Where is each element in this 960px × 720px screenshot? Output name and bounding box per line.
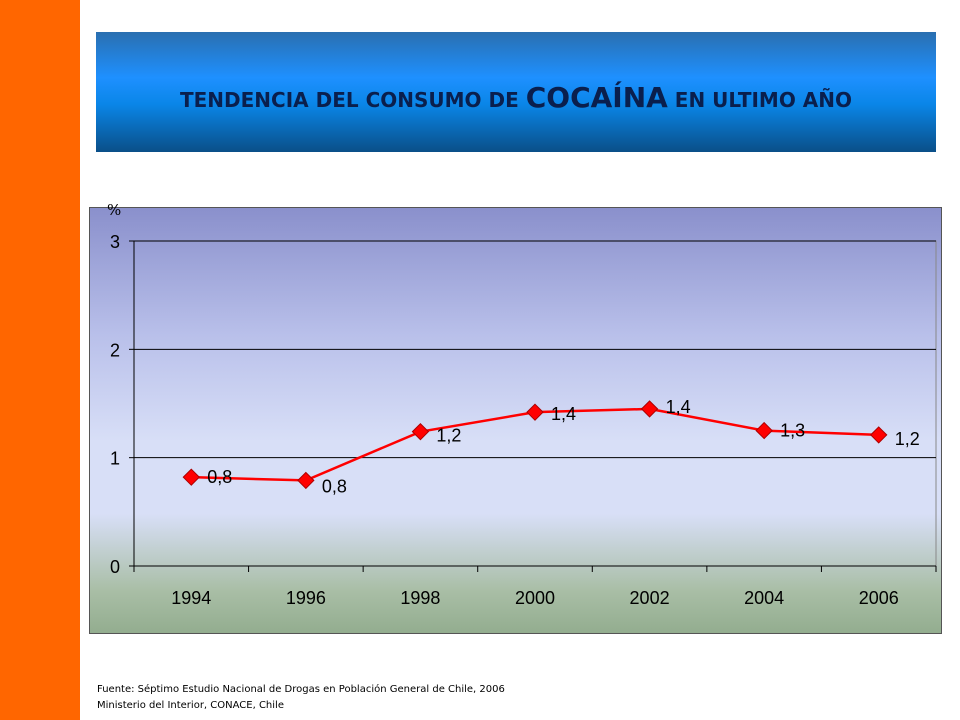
data-label: 1,3 (780, 421, 805, 441)
title-part-2: COCAÍNA (525, 80, 668, 114)
x-tick-label: 1996 (286, 588, 326, 608)
source-line-1: Fuente: Séptimo Estudio Nacional de Drog… (97, 684, 505, 695)
title-banner: TENDENCIA DEL CONSUMO DE COCAÍNA EN ULTI… (96, 32, 936, 152)
x-tick-label: 1998 (400, 588, 440, 608)
y-axis-unit-label: % (107, 201, 122, 219)
data-point-marker (182, 468, 200, 486)
x-tick-label: 2000 (515, 588, 555, 608)
data-point-marker (526, 403, 544, 421)
page-title: TENDENCIA DEL CONSUMO DE COCAÍNA EN ULTI… (180, 81, 852, 114)
title-part-1: TENDENCIA DEL CONSUMO DE (180, 87, 526, 112)
source-line-2: Ministerio del Interior, CONACE, Chile (97, 700, 284, 711)
data-label: 0,8 (207, 467, 232, 487)
x-tick-label: 2002 (630, 588, 670, 608)
y-tick-label: 3 (110, 232, 120, 252)
data-label: 1,4 (551, 404, 576, 424)
data-point-marker (640, 400, 659, 418)
data-label: 1,4 (666, 397, 691, 417)
data-point-marker (411, 422, 430, 441)
x-tick-label: 2004 (744, 588, 784, 608)
side-accent-bar (0, 0, 80, 720)
x-tick-label: 1994 (171, 588, 211, 608)
y-tick-label: 2 (110, 340, 120, 360)
x-tick-label: 2006 (859, 588, 899, 608)
y-tick-label: 1 (110, 449, 120, 469)
y-tick-label: 0 (110, 557, 120, 577)
data-label: 1,2 (436, 426, 461, 446)
title-part-3: EN ULTIMO AÑO (667, 87, 852, 112)
data-label: 0,8 (322, 476, 347, 496)
data-point-marker (870, 426, 888, 444)
data-label: 1,2 (895, 429, 920, 449)
data-point-marker (755, 421, 773, 440)
chart-area (89, 207, 942, 634)
data-point-marker (297, 471, 315, 490)
